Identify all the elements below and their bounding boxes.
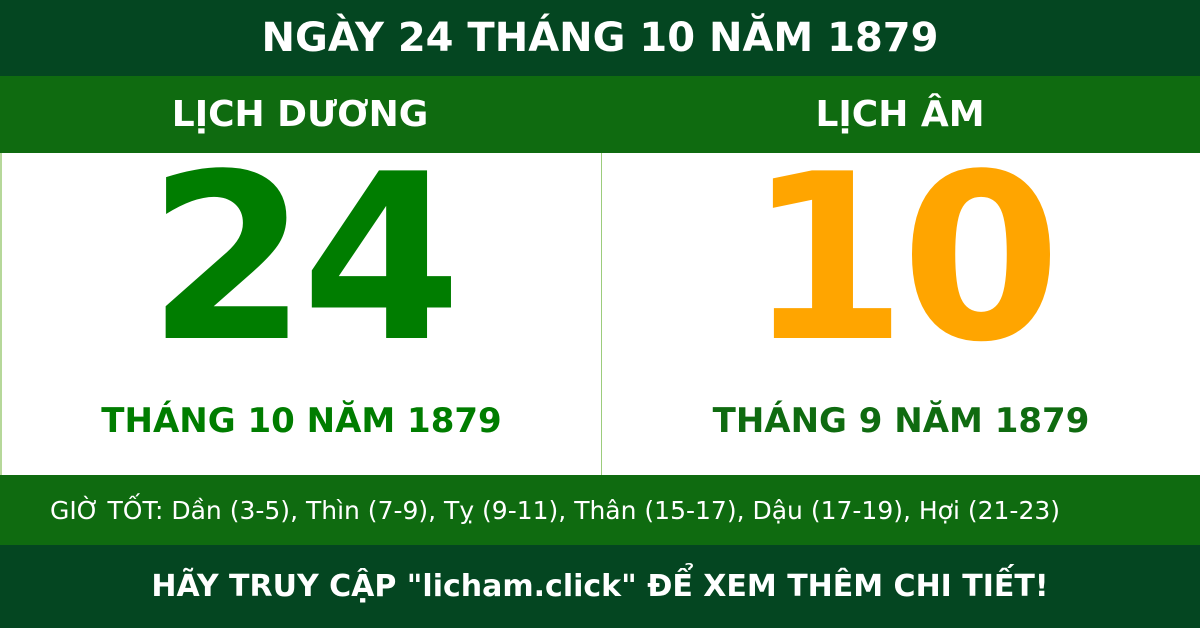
good-hours: GIỜ TỐT: Dần (3-5), Thìn (7-9), Tỵ (9-11… — [0, 475, 1200, 545]
lunar-label: LỊCH ÂM — [815, 94, 985, 135]
solar-column: 24 THÁNG 10 NĂM 1879 — [2, 145, 601, 475]
calendar-header: LỊCH DƯƠNG LỊCH ÂM — [0, 76, 1200, 153]
footer-cta: HÃY TRUY CẬP "licham.click" ĐỂ XEM THÊM … — [0, 545, 1200, 628]
lunar-column: 10 THÁNG 9 NĂM 1879 — [601, 145, 1200, 475]
page-title: NGÀY 24 THÁNG 10 NĂM 1879 — [0, 0, 1200, 76]
calendar-body: 24 THÁNG 10 NĂM 1879 10 THÁNG 9 NĂM 1879 — [0, 145, 1200, 475]
solar-month-year: THÁNG 10 NĂM 1879 — [101, 401, 502, 441]
solar-label: LỊCH DƯƠNG — [171, 94, 429, 135]
lunar-month-year: THÁNG 9 NĂM 1879 — [712, 401, 1090, 441]
solar-day: 24 — [147, 126, 461, 393]
lunar-day: 10 — [746, 126, 1061, 393]
